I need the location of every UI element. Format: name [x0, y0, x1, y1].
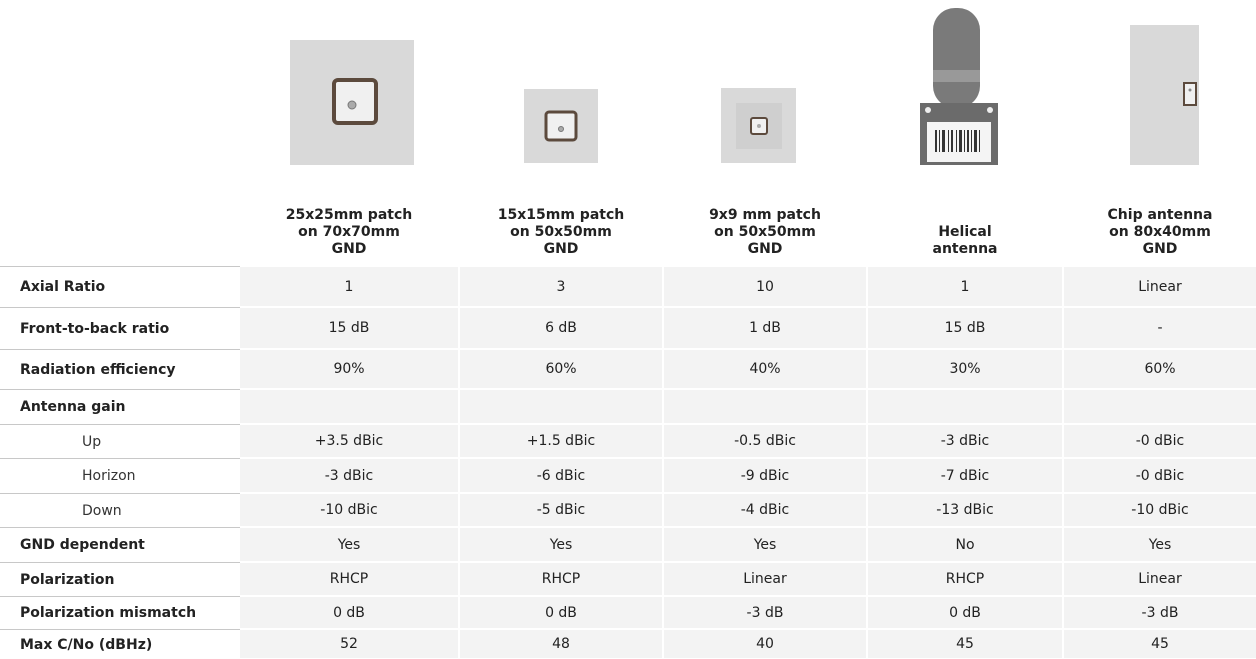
table-cell: -5 dBic [460, 494, 662, 526]
header-line: GND [543, 241, 579, 257]
header-line: 9x9 mm patch [709, 207, 821, 223]
table-cell: -10 dBic [240, 494, 458, 526]
table-cell [240, 390, 458, 423]
row-label: Antenna gain [0, 389, 240, 424]
row-label: Radiation efficiency [0, 349, 240, 389]
header-line: Chip antenna [1107, 207, 1213, 223]
row-label: Polarization mismatch [0, 596, 240, 629]
table-cell: 0 dB [868, 597, 1062, 628]
table-cell: -4 dBic [664, 494, 866, 526]
table-cell: 15 dB [240, 308, 458, 348]
header-line: on 50x50mm [714, 224, 816, 240]
helical-image [920, 8, 998, 165]
table-cell: No [868, 528, 1062, 561]
table-cell: 6 dB [460, 308, 662, 348]
table-cell: 52 [240, 630, 458, 658]
table-cell: - [1064, 308, 1256, 348]
table-cell: 15 dB [868, 308, 1062, 348]
row-label: Axial Ratio [0, 266, 240, 307]
table-cell: Yes [664, 528, 866, 561]
table-cell: RHCP [240, 563, 458, 595]
table-cell: Yes [460, 528, 662, 561]
table-cell: +1.5 dBic [460, 425, 662, 457]
header-line: GND [747, 241, 783, 257]
column-header: Chip antenna on 80x40mm GND [1064, 190, 1256, 258]
table-cell: 10 [664, 267, 866, 306]
table-cell: -3 dBic [240, 459, 458, 492]
row-label: Down [0, 493, 240, 527]
table-cell: -7 dBic [868, 459, 1062, 492]
table-cell: 45 [868, 630, 1062, 658]
table-cell: -13 dBic [868, 494, 1062, 526]
column-header: 15x15mm patch on 50x50mm GND [460, 190, 662, 258]
table-cell: 60% [1064, 350, 1256, 388]
table-cell: Yes [240, 528, 458, 561]
table-cell: -3 dBic [868, 425, 1062, 457]
table-cell: 90% [240, 350, 458, 388]
table-cell: -9 dBic [664, 459, 866, 492]
table-cell: 0 dB [460, 597, 662, 628]
table-cell: 3 [460, 267, 662, 306]
header-line: GND [331, 241, 367, 257]
table-cell [460, 390, 662, 423]
patch-9-image [721, 88, 796, 163]
header-line: GND [1142, 241, 1178, 257]
column-header: Helical antenna [868, 190, 1062, 258]
header-line: on 70x70mm [298, 224, 400, 240]
patch-25-image [290, 40, 414, 165]
header-line: 25x25mm patch [285, 207, 413, 223]
antenna-images [290, 8, 1199, 165]
table-cell: -10 dBic [1064, 494, 1256, 526]
header-line: 15x15mm patch [497, 207, 625, 223]
row-label: GND dependent [0, 527, 240, 562]
table-cell: 45 [1064, 630, 1256, 658]
table-cell: RHCP [460, 563, 662, 595]
table-cell: -0 dBic [1064, 459, 1256, 492]
table-cell: Linear [664, 563, 866, 595]
row-label: Max C/No (dBHz) [0, 629, 240, 659]
table-cell: 40 [664, 630, 866, 658]
table-cell: +3.5 dBic [240, 425, 458, 457]
header-line: antenna [932, 241, 998, 257]
table-cell: 40% [664, 350, 866, 388]
column-header: 9x9 mm patch on 50x50mm GND [664, 190, 866, 258]
chip-image [1130, 25, 1199, 165]
table-cell: 30% [868, 350, 1062, 388]
table-cell: Linear [1064, 267, 1256, 306]
table-cell: 0 dB [240, 597, 458, 628]
table-cell: -0 dBic [1064, 425, 1256, 457]
header-line: on 80x40mm [1109, 224, 1211, 240]
table-cell: RHCP [868, 563, 1062, 595]
column-header: 25x25mm patch on 70x70mm GND [240, 190, 458, 258]
table-cell [868, 390, 1062, 423]
table-cell: 48 [460, 630, 662, 658]
patch-15-image [524, 89, 598, 163]
table-cell: 1 [240, 267, 458, 306]
row-label: Polarization [0, 562, 240, 596]
header-line: Helical [938, 224, 992, 240]
table-cell: -0.5 dBic [664, 425, 866, 457]
table-cell: 60% [460, 350, 662, 388]
table-cell: 1 dB [664, 308, 866, 348]
table-cell: Yes [1064, 528, 1256, 561]
table-cell: Linear [1064, 563, 1256, 595]
table-cell [1064, 390, 1256, 423]
header-line: on 50x50mm [510, 224, 612, 240]
row-label: Horizon [0, 458, 240, 493]
table-cell [664, 390, 866, 423]
row-label: Front-to-back ratio [0, 307, 240, 349]
table-cell: -6 dBic [460, 459, 662, 492]
row-label: Up [0, 424, 240, 458]
table-cell: -3 dB [1064, 597, 1256, 628]
table-cell: 1 [868, 267, 1062, 306]
table-cell: -3 dB [664, 597, 866, 628]
